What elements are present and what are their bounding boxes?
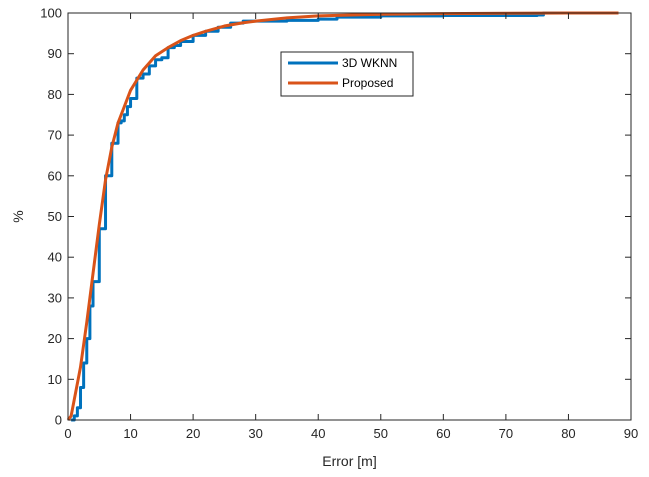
y-tick-label: 50	[48, 209, 62, 224]
legend-box	[280, 51, 414, 97]
y-axis-label: %	[10, 210, 26, 222]
x-tick-label: 70	[499, 426, 513, 441]
legend-label-3d-wknn: 3D WKNN	[342, 56, 397, 70]
y-tick-label: 80	[48, 87, 62, 102]
x-tick-label: 20	[186, 426, 200, 441]
x-tick-label: 10	[123, 426, 137, 441]
y-tick-label: 30	[48, 290, 62, 305]
series-layer	[66, 11, 619, 422]
series-line-proposed	[66, 11, 619, 421]
legend: 3D WKNN Proposed	[280, 51, 414, 97]
x-tick-label: 40	[311, 426, 325, 441]
y-tick-label: 20	[48, 331, 62, 346]
x-tick-label: 60	[436, 426, 450, 441]
y-tick-label: 0	[55, 413, 62, 428]
y-tick-label: 90	[48, 46, 62, 61]
ticks-layer: 0 10 20 30 40 50 60 70 80 90 0 10 20 30 40 50 60 70 80 90 10…	[40, 6, 638, 442]
legend-label-proposed: Proposed	[342, 76, 393, 90]
x-tick-label: 0	[64, 426, 71, 441]
y-tick-label: 70	[48, 128, 62, 143]
y-tick-label: 60	[48, 168, 62, 183]
x-tick-label: 30	[248, 426, 262, 441]
x-tick-label: 50	[374, 426, 388, 441]
y-tick-label: 100	[40, 6, 62, 21]
y-tick-label: 40	[48, 250, 62, 265]
x-axis-label: Error [m]	[322, 453, 376, 469]
y-tick-label: 10	[48, 372, 62, 387]
x-tick-label: 90	[624, 426, 638, 441]
x-tick-label: 80	[561, 426, 575, 441]
